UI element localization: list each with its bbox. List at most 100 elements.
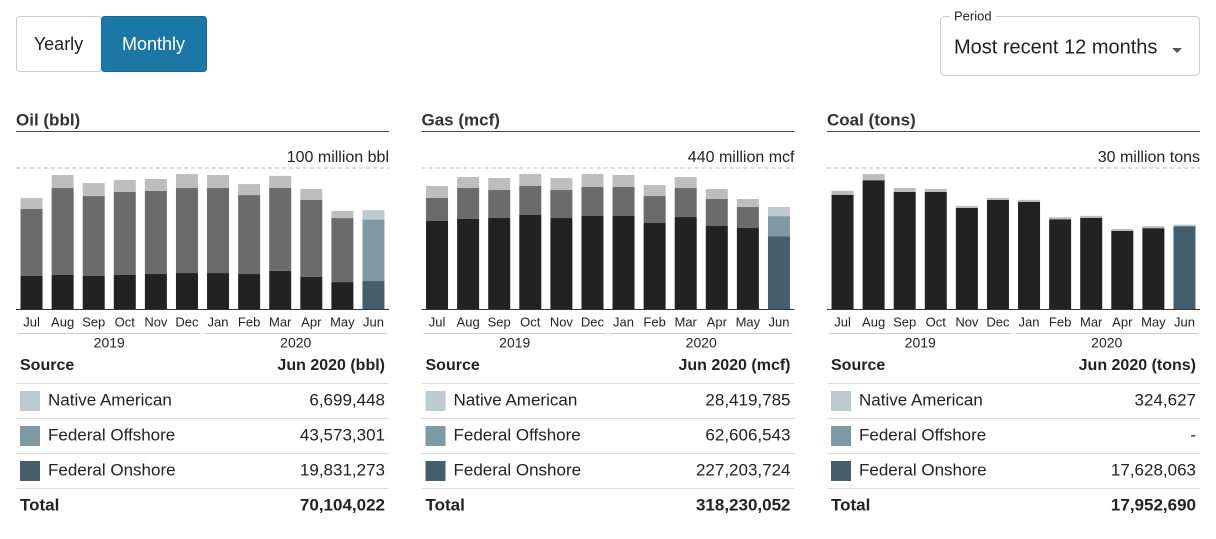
bar-segment [924,191,947,309]
year-label: 2019 [905,335,936,351]
table-header: Source [831,357,885,374]
month-label: Feb [238,314,260,329]
bar-segment [767,207,790,217]
total-label: Total [426,495,465,514]
source-value: 227,203,724 [696,460,791,479]
bar-segment [1142,228,1165,309]
period-select[interactable] [940,16,1200,76]
month-label: Nov [955,314,979,329]
month-label: Aug [862,314,885,329]
bar-segment [581,216,604,309]
chart-title: Gas (mcf) [422,110,500,129]
month-label: Apr [707,314,728,329]
bar-segment [362,219,385,282]
bar-segment [1111,228,1134,231]
bar-segment [20,209,43,277]
month-label: Aug [51,314,74,329]
period-label-bg [950,10,996,24]
month-label: Nov [144,314,168,329]
toggle-label[interactable]: Yearly [34,34,83,54]
table-header: Jun 2020 (mcf) [678,357,790,374]
bar-segment [643,223,666,309]
month-label: Jan [1019,314,1040,329]
month-label: Oct [926,314,947,329]
month-label: Feb [643,314,665,329]
bar-segment [362,210,385,220]
bar-segment [705,189,728,200]
bar-segment [1018,199,1041,202]
bar-segment [986,197,1009,200]
bar-segment [674,217,697,309]
bar-segment [331,218,354,283]
total-value: 318,230,052 [696,495,791,514]
bar-segment [519,215,542,309]
total-label: Total [831,495,870,514]
bar-segment [426,186,449,198]
source-name: Federal Onshore [48,460,176,479]
legend-swatch [425,426,446,446]
bar-segment [1080,217,1103,309]
year-label: 2020 [686,335,717,351]
source-name: Native American [859,390,983,409]
bar-segment [144,178,167,191]
month-label: May [330,314,355,329]
bar-segment [581,187,604,217]
bar-segment [550,178,573,191]
bar-segment [955,205,978,208]
source-name: Federal Onshore [859,460,987,479]
bar-segment [362,281,385,309]
bar-segment [300,189,323,201]
month-label: Sep [893,314,916,329]
bar-segment [82,276,105,309]
month-label: Jun [768,314,789,329]
month-label: Nov [550,314,574,329]
table-header: Jun 2020 (bbl) [277,357,385,374]
bar-segment [457,177,480,189]
bar-segment [767,216,790,237]
bar-segment [300,276,323,309]
bar-segment [767,236,790,309]
bar-segment [144,190,167,275]
bar-segment [457,219,480,309]
bar-segment [519,186,542,216]
bar-segment [426,197,449,222]
month-label: Oct [115,314,136,329]
bar-segment [831,190,854,195]
bar-segment [1080,215,1103,218]
bar-segment [612,216,635,309]
bar-segment [550,190,573,219]
bar-segment [207,175,230,189]
bar-segment [175,188,198,274]
month-label: Feb [1049,314,1071,329]
year-label: 2019 [94,335,125,351]
bar-segment [643,185,666,197]
total-value: 70,104,022 [300,495,385,514]
month-label: Apr [301,314,322,329]
toggle-button[interactable] [101,16,207,72]
total-value: 17,952,690 [1111,495,1196,514]
bar-segment [612,187,635,217]
source-name: Federal Offshore [48,425,175,444]
month-label: Mar [675,314,698,329]
month-label: Jul [23,314,40,329]
bar-segment [144,274,167,309]
source-value: 324,627 [1135,390,1196,409]
legend-swatch [20,461,40,481]
bar-segment [1111,230,1134,309]
bar-segment [1049,217,1072,220]
source-name: Federal Offshore [454,425,581,444]
legend-swatch [425,461,446,481]
bar-segment [51,188,74,276]
month-label: May [1141,314,1166,329]
period-value[interactable]: Most recent 12 months [954,36,1157,58]
month-label: Jun [363,314,384,329]
toggle-label[interactable]: Monthly [122,34,185,54]
bar-segment [20,276,43,309]
month-label: Mar [1080,314,1103,329]
bar-segment [488,190,511,219]
bar-segment [1173,226,1196,309]
month-label: Sep [82,314,105,329]
total-label: Total [20,495,59,514]
bar-segment [986,199,1009,309]
